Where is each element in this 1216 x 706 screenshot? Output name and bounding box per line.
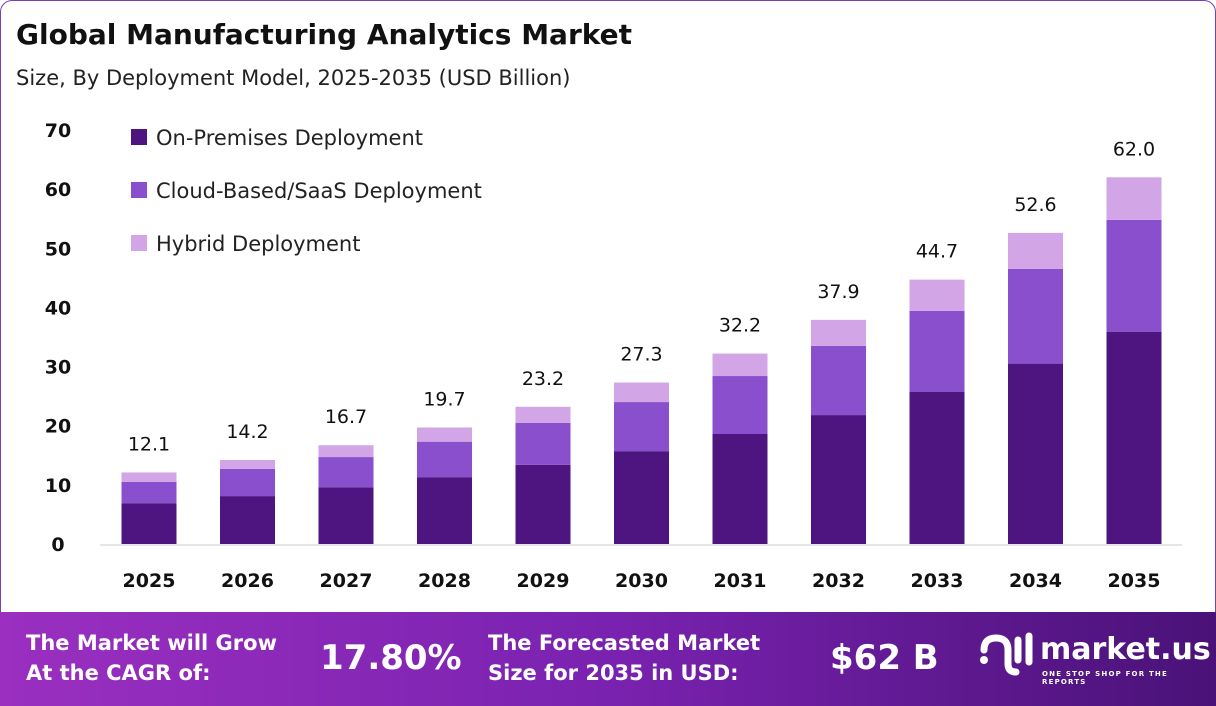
bar-segment-hybrid: [909, 279, 965, 311]
x-tick-label: 2032: [812, 570, 865, 592]
bar-segment-hybrid: [712, 353, 768, 377]
x-tick-label: 2031: [714, 570, 767, 592]
bar-segment-hybrid: [811, 319, 866, 346]
brand-name: market.us: [1040, 632, 1211, 667]
bar-segment-hybrid: [1008, 232, 1063, 269]
forecast-value: $62 B: [830, 638, 939, 678]
y-tick-label: 10: [45, 475, 71, 497]
bar-segment-hybrid: [220, 460, 275, 469]
bar-segment-hybrid: [318, 445, 374, 458]
y-tick-label: 20: [45, 416, 71, 438]
bar-segment-on-premises: [712, 433, 768, 544]
x-tick-label: 2034: [1009, 570, 1062, 592]
stacked-bar-chart: 01020304050607012.1202514.2202616.720271…: [45, 120, 1182, 592]
y-tick-label: 0: [51, 534, 64, 556]
bar-segment-cloud: [811, 345, 866, 416]
bar-segment-hybrid: [1106, 177, 1162, 220]
legend-label: Cloud-Based/SaaS Deployment: [156, 179, 482, 203]
bar-segment-on-premises: [1106, 331, 1162, 544]
bar-segment-cloud: [515, 422, 571, 465]
x-tick-label: 2030: [615, 570, 668, 592]
y-tick-label: 60: [45, 179, 71, 201]
x-tick-label: 2026: [221, 570, 274, 592]
bar-segment-on-premises: [811, 415, 866, 544]
bar-segment-hybrid: [121, 472, 177, 482]
cagr-label-line1: The Market will Grow: [26, 631, 277, 655]
total-label: 19.7: [423, 388, 465, 410]
chart-subtitle: Size, By Deployment Model, 2025-2035 (US…: [16, 66, 571, 90]
x-tick-label: 2028: [418, 570, 471, 592]
bar-segment-cloud: [417, 441, 472, 478]
bar-segment-cloud: [220, 468, 275, 497]
legend-label: On-Premises Deployment: [156, 126, 423, 150]
legend-swatch: [131, 182, 147, 198]
bar-segment-on-premises: [417, 477, 472, 544]
bar-segment-on-premises: [909, 392, 965, 544]
bar-segment-cloud: [121, 481, 177, 504]
bar-segment-on-premises: [220, 496, 275, 544]
total-label: 62.0: [1113, 138, 1155, 160]
cagr-value: 17.80%: [320, 638, 462, 678]
total-label: 23.2: [522, 368, 564, 390]
forecast-label: The Forecasted Market Size for 2035 in U…: [488, 628, 760, 688]
forecast-label-line2: Size for 2035 in USD:: [488, 661, 739, 685]
y-tick-label: 70: [45, 120, 71, 142]
y-tick-label: 30: [45, 357, 71, 379]
total-label: 32.2: [719, 315, 761, 337]
bar-segment-on-premises: [515, 464, 571, 544]
chart-title: Global Manufacturing Analytics Market: [16, 18, 632, 51]
forecast-label-line1: The Forecasted Market: [488, 631, 761, 655]
y-tick-label: 40: [45, 297, 71, 319]
bar-segment-cloud: [712, 376, 768, 434]
cagr-label-line2: At the CAGR of:: [26, 661, 211, 685]
bar-segment-on-premises: [1008, 363, 1063, 544]
legend-swatch: [131, 235, 147, 251]
legend-label: Hybrid Deployment: [156, 232, 360, 256]
bar-segment-cloud: [318, 457, 374, 488]
cagr-label: The Market will Grow At the CAGR of:: [26, 628, 277, 688]
x-tick-label: 2033: [911, 570, 964, 592]
total-label: 16.7: [325, 406, 367, 428]
footer-banner: The Market will Grow At the CAGR of: 17.…: [0, 612, 1216, 706]
total-label: 52.6: [1014, 194, 1056, 216]
total-label: 37.9: [817, 281, 859, 303]
legend-swatch: [131, 129, 147, 145]
x-tick-label: 2025: [123, 570, 176, 592]
x-tick-label: 2027: [320, 570, 373, 592]
bar-segment-on-premises: [614, 451, 669, 544]
bar-segment-cloud: [1008, 268, 1063, 364]
total-label: 12.1: [128, 433, 170, 455]
bar-segment-hybrid: [417, 427, 472, 442]
x-tick-label: 2029: [517, 570, 570, 592]
x-tick-label: 2035: [1108, 570, 1161, 592]
bar-segment-cloud: [909, 310, 965, 393]
y-tick-label: 50: [45, 238, 71, 260]
total-label: 44.7: [916, 241, 958, 263]
bar-segment-hybrid: [614, 382, 669, 403]
bar-segment-on-premises: [318, 487, 374, 544]
brand-tagline: ONE STOP SHOP FOR THE REPORTS: [1042, 670, 1168, 686]
market-us-logo-icon: [980, 632, 1033, 676]
total-label: 27.3: [620, 344, 662, 366]
bar-segment-hybrid: [515, 406, 571, 423]
bar-segment-on-premises: [121, 503, 177, 544]
total-label: 14.2: [226, 421, 268, 443]
bar-segment-cloud: [1106, 219, 1162, 332]
bar-segment-cloud: [614, 402, 669, 452]
